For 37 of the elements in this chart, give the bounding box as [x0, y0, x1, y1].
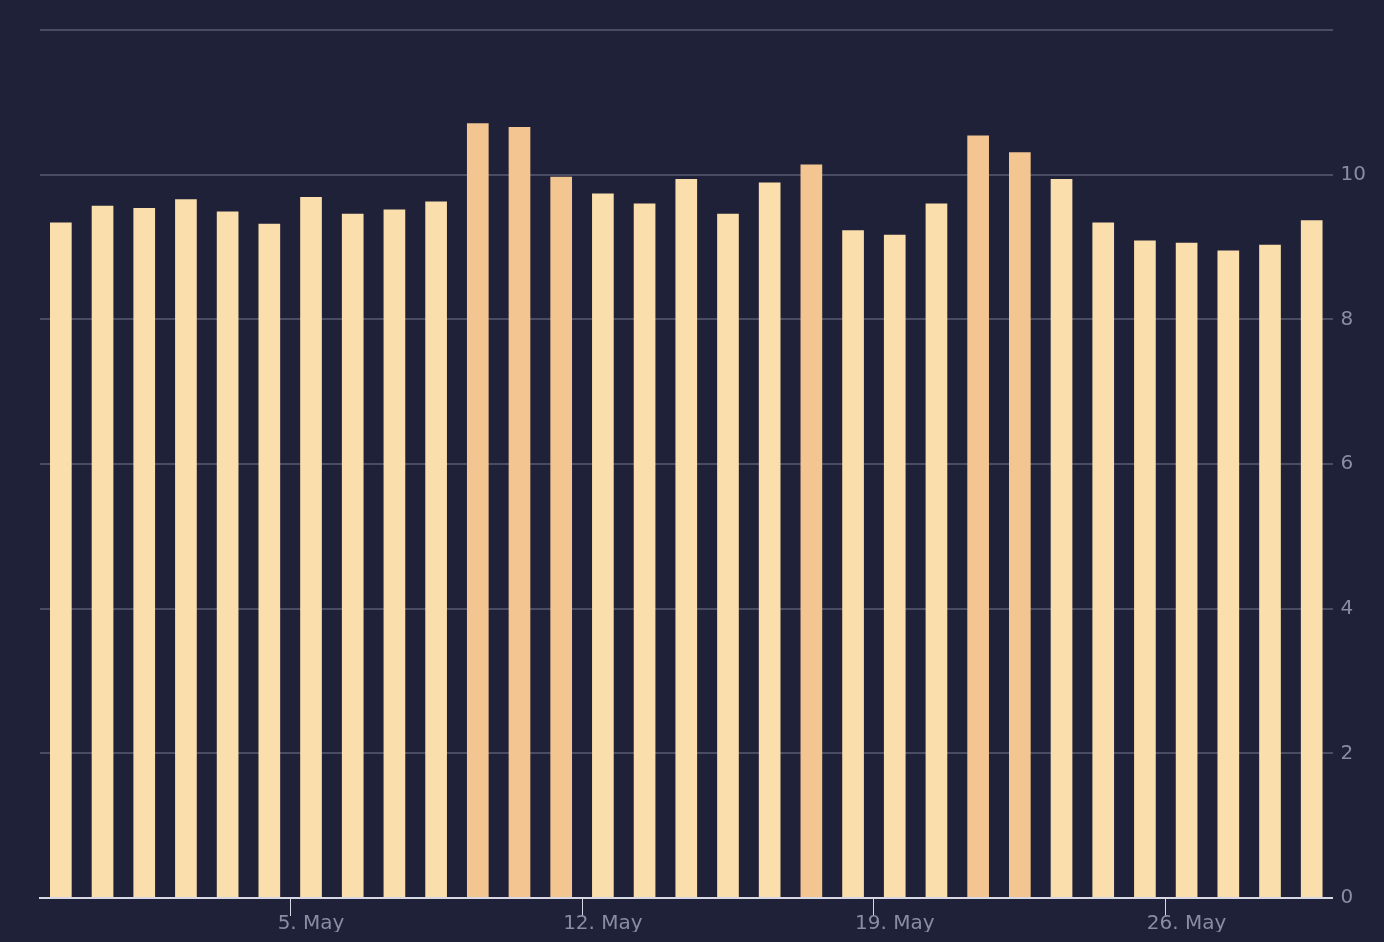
bar: [758, 182, 781, 897]
bar: [1217, 250, 1240, 897]
bar: [1050, 179, 1073, 897]
y-tick-label: 4: [1340, 594, 1354, 619]
bar: [592, 193, 614, 897]
bar: [925, 203, 948, 897]
bar: [717, 213, 739, 897]
y-tick-label: 10: [1340, 160, 1366, 185]
y-tick-label: 8: [1340, 305, 1354, 330]
bar: [550, 176, 573, 897]
bar: [258, 223, 281, 897]
bar: [466, 123, 489, 897]
bar: [883, 234, 906, 897]
bar: [216, 211, 239, 897]
y-tick-label: 6: [1340, 450, 1354, 475]
bar: [1134, 240, 1156, 897]
bar: [133, 207, 156, 897]
bar: [1300, 220, 1323, 897]
bar: [508, 126, 531, 897]
bar: [300, 197, 322, 897]
bar: [967, 135, 989, 897]
bar: [842, 230, 864, 897]
bar: [1092, 222, 1115, 897]
bar: [800, 164, 823, 897]
bar: [425, 201, 447, 897]
bar: [1009, 152, 1031, 897]
bar: [675, 179, 698, 897]
bar: [1175, 242, 1198, 897]
bar: [1259, 244, 1281, 897]
bar: [175, 199, 197, 897]
bar: [50, 222, 72, 897]
bar: [633, 203, 656, 897]
bar: [341, 213, 364, 897]
bar: [91, 205, 114, 897]
y-tick-label: 2: [1340, 739, 1354, 764]
y-tick-label: 0: [1340, 884, 1354, 909]
bar: [383, 209, 406, 897]
